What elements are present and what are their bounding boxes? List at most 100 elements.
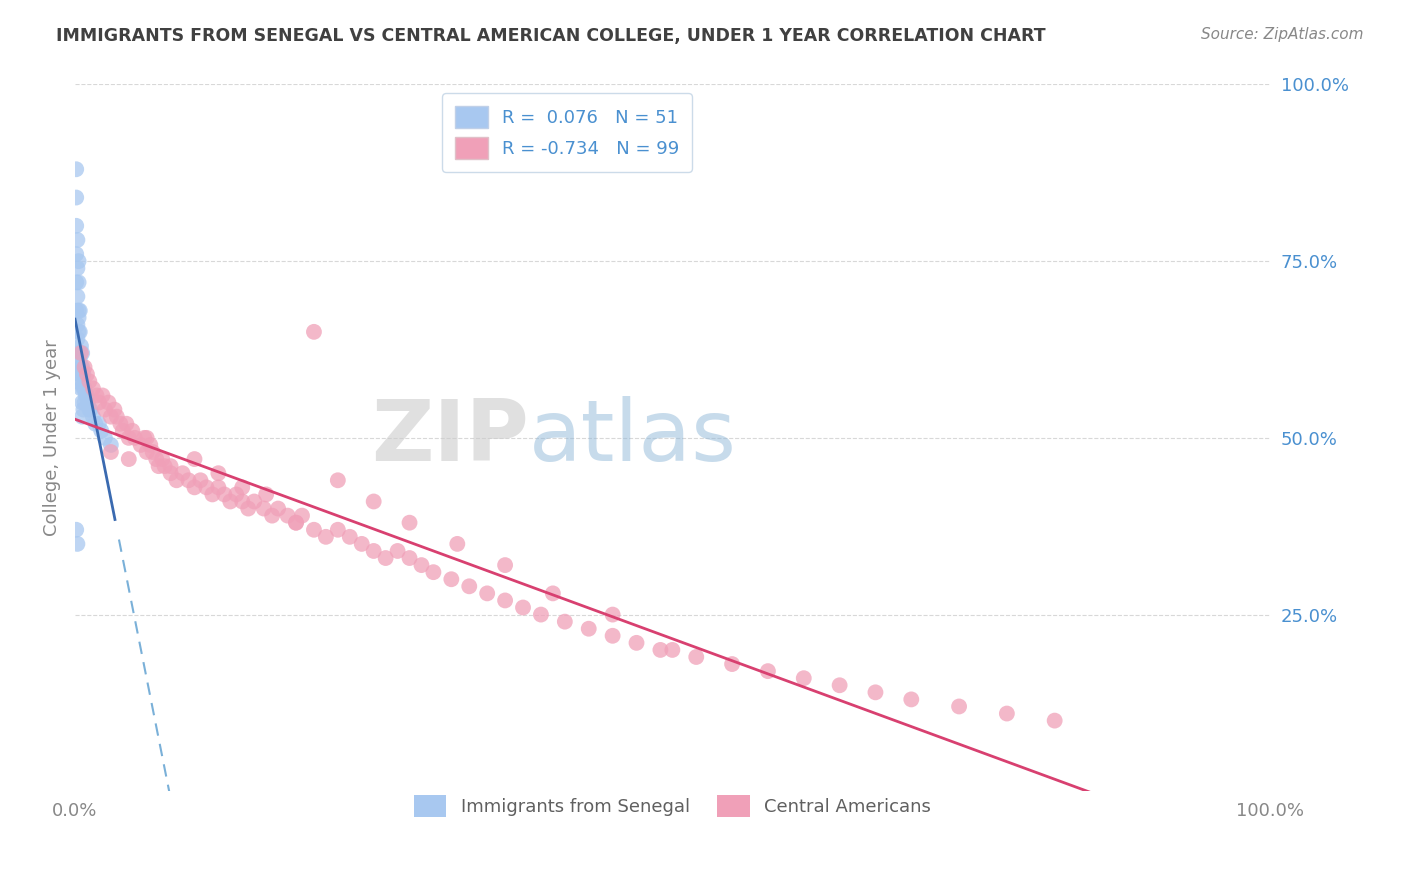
Point [291,508,314,523]
Point [121,424,143,438]
Point [65,247,87,261]
Point [118,452,141,467]
Point [86,388,108,402]
Point [72,381,94,395]
Point [84,417,107,431]
Point [231,480,253,494]
Point [65,374,87,388]
Point [97,395,120,409]
Point [65,162,87,177]
Point [66,289,89,303]
Point [440,572,463,586]
Point [65,276,87,290]
Point [363,544,385,558]
Point [66,233,89,247]
Point [238,501,260,516]
Point [219,494,242,508]
Point [79,402,101,417]
Text: IMMIGRANTS FROM SENEGAL VS CENTRAL AMERICAN COLLEGE, UNDER 1 YEAR CORRELATION CH: IMMIGRANTS FROM SENEGAL VS CENTRAL AMERI… [56,27,1046,45]
Point [285,516,308,530]
Point [67,310,90,325]
Point [91,388,114,402]
Point [76,368,98,382]
Point [398,551,420,566]
Point [458,579,481,593]
Point [73,395,96,409]
Point [159,467,181,481]
Point [65,190,87,204]
Point [79,374,101,388]
Point [302,523,325,537]
Point [67,254,90,268]
Point [398,516,420,530]
Text: ZIP: ZIP [371,396,529,479]
Point [87,417,110,431]
Point [70,409,93,424]
Point [225,487,247,501]
Point [602,629,624,643]
Point [231,494,253,508]
Point [65,523,87,537]
Point [70,368,93,382]
Point [183,452,205,467]
Point [67,346,90,360]
Point [70,381,93,395]
Point [118,431,141,445]
Point [110,417,132,431]
Point [103,402,125,417]
Point [554,615,576,629]
Point [207,467,229,481]
Point [66,318,89,332]
Point [277,508,299,523]
Point [90,424,112,438]
Point [350,537,373,551]
Point [159,459,181,474]
Point [100,409,122,424]
Point [100,445,122,459]
Point [828,678,851,692]
Point [262,508,284,523]
Point [135,431,157,445]
Point [105,409,128,424]
Point [530,607,553,622]
Point [100,438,122,452]
Point [253,501,276,516]
Point [374,551,396,566]
Point [72,368,94,382]
Text: atlas: atlas [529,396,737,479]
Point [243,494,266,508]
Point [661,643,683,657]
Point [87,395,110,409]
Point [195,480,218,494]
Point [69,325,91,339]
Point [69,368,91,382]
Point [76,388,98,402]
Point [756,664,779,678]
Legend: Immigrants from Senegal, Central Americans: Immigrants from Senegal, Central America… [406,789,938,825]
Point [995,706,1018,721]
Point [70,339,93,353]
Point [111,424,134,438]
Point [1043,714,1066,728]
Point [865,685,887,699]
Point [69,353,91,368]
Point [134,431,156,445]
Point [94,431,117,445]
Point [254,487,277,501]
Point [67,276,90,290]
Point [326,473,349,487]
Point [115,417,138,431]
Point [422,565,444,579]
Point [166,473,188,487]
Point [650,643,672,657]
Point [446,537,468,551]
Point [70,395,93,409]
Point [65,219,87,233]
Point [494,558,516,573]
Point [685,650,707,665]
Point [70,374,93,388]
Point [65,303,87,318]
Point [177,473,200,487]
Point [150,452,173,467]
Point [602,607,624,622]
